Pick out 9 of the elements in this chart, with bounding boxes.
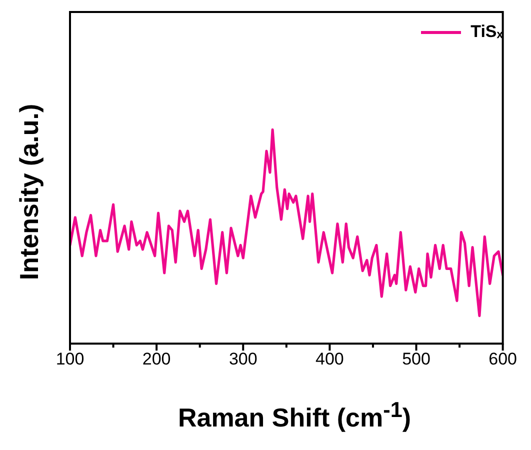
- x-tick-label: 600: [488, 349, 518, 368]
- y-axis-title: Intensity (a.u.): [14, 104, 44, 280]
- x-tick-label: 200: [142, 349, 171, 368]
- x-tick-label: 100: [56, 349, 84, 368]
- x-tick-label: 500: [402, 349, 430, 368]
- x-tick-label: 400: [316, 349, 344, 368]
- x-axis-title: Raman Shift (cm$^{-1}$): [176, 397, 412, 434]
- legend-label: TiSₓ: [470, 22, 503, 42]
- x-tick-label: 300: [228, 349, 258, 368]
